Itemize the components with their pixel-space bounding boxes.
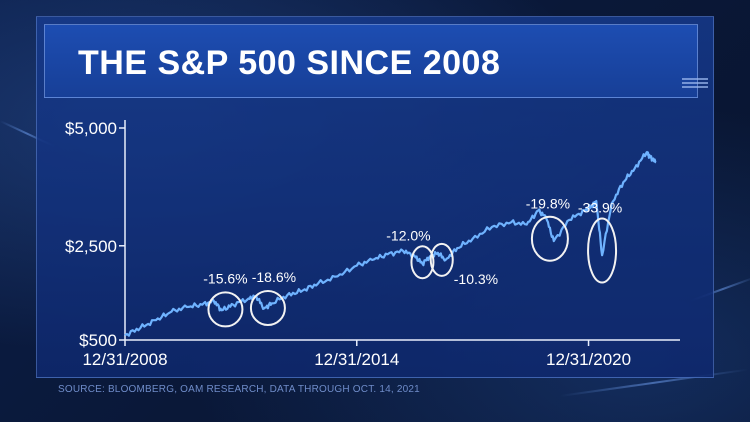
chart-title: THE S&P 500 SINCE 2008 xyxy=(78,44,501,82)
drawdown-label: -15.6% xyxy=(203,270,247,286)
drawdown-circle xyxy=(249,289,286,326)
drawdown-circle xyxy=(587,217,618,284)
x-tick-label: 12/31/2020 xyxy=(546,350,631,369)
y-tick-label: $5,000 xyxy=(65,119,117,138)
y-tick-label: $2,500 xyxy=(65,237,117,256)
drawdown-label: -19.8% xyxy=(526,196,570,212)
title-bar xyxy=(44,24,698,98)
drawdown-label: -18.6% xyxy=(252,269,296,285)
y-tick-label: $500 xyxy=(79,331,117,350)
drawdown-label: -33.9% xyxy=(578,199,622,215)
decorative-lines xyxy=(682,78,708,90)
x-tick-label: 12/31/2014 xyxy=(314,350,399,369)
drawdown-circle xyxy=(530,215,569,262)
drawdown-circle xyxy=(410,245,435,280)
drawdown-label: -12.0% xyxy=(386,227,430,243)
drawdown-circle xyxy=(429,242,454,277)
x-tick-label: 12/31/2008 xyxy=(82,350,167,369)
drawdown-label: -10.3% xyxy=(454,271,498,287)
sp500-series-line xyxy=(124,151,657,337)
drawdown-circle xyxy=(207,291,244,328)
source-note: SOURCE: BLOOMBERG, OAM RESEARCH, DATA TH… xyxy=(58,384,420,395)
